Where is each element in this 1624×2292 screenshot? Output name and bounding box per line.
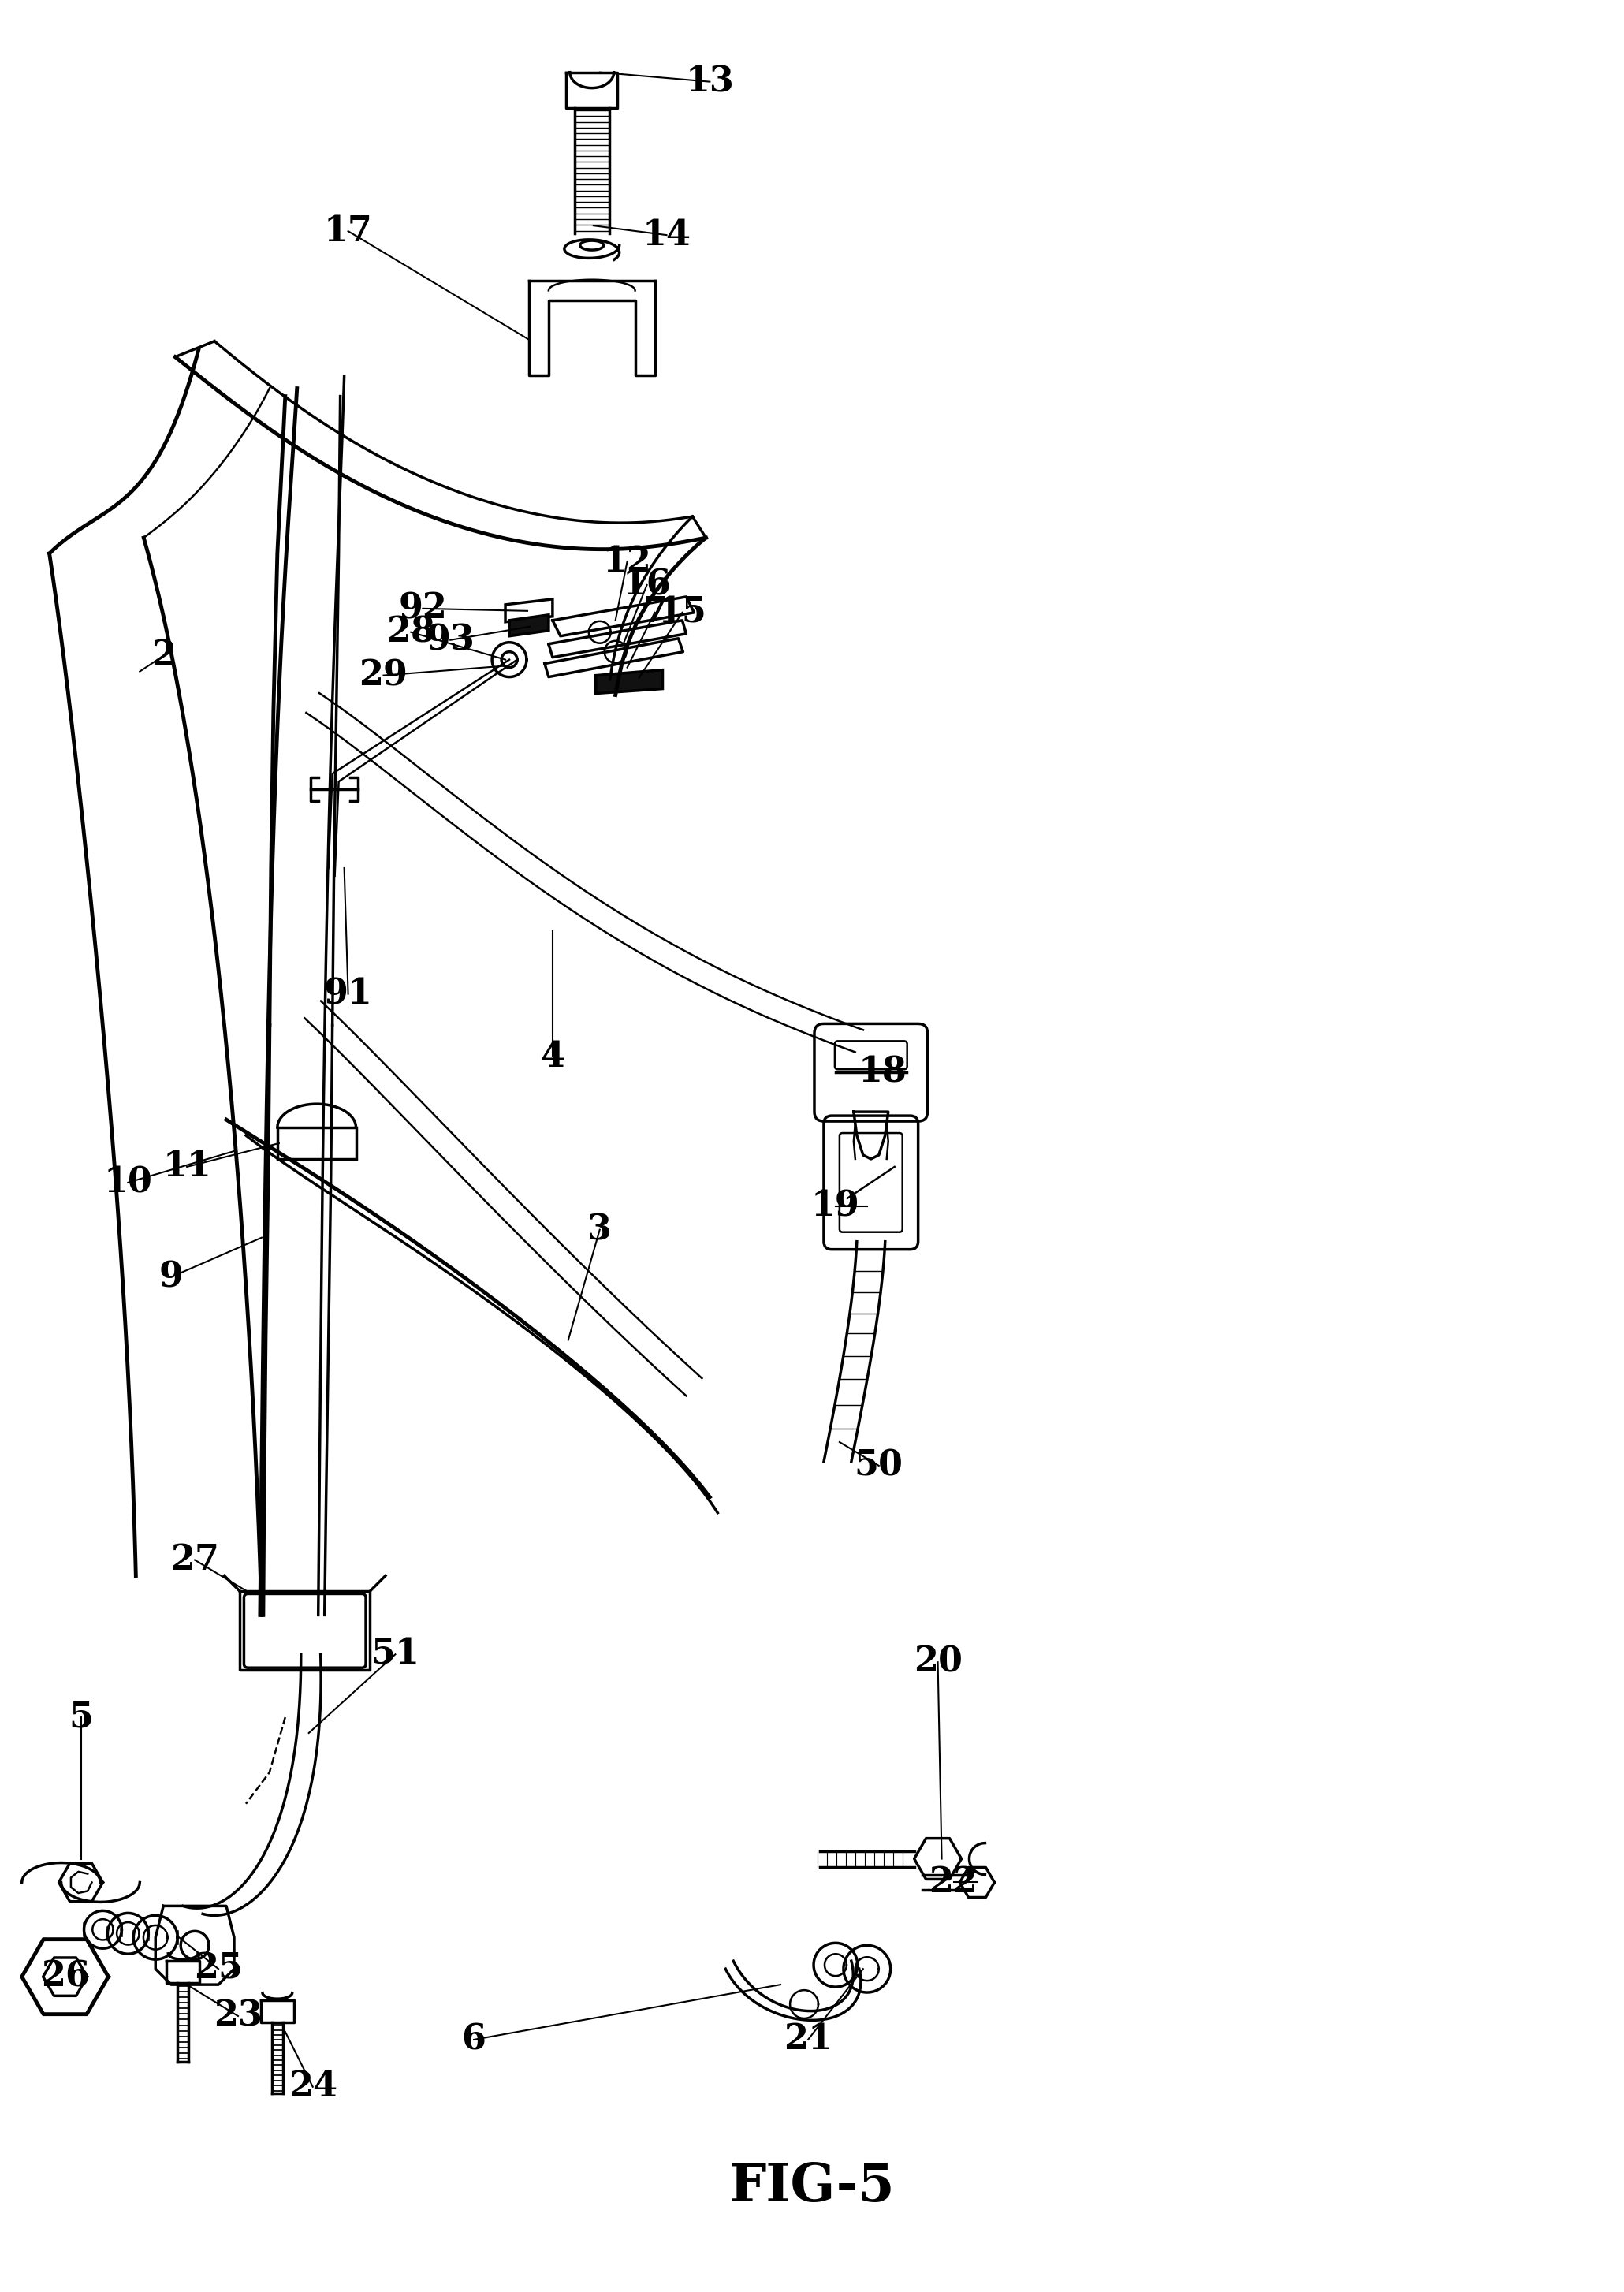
Text: 17: 17 — [323, 213, 372, 248]
Text: 18: 18 — [859, 1057, 908, 1089]
Text: 9: 9 — [159, 1261, 184, 1295]
Text: 92: 92 — [398, 591, 447, 626]
Text: 13: 13 — [685, 64, 734, 99]
Text: 91: 91 — [323, 976, 372, 1011]
Polygon shape — [510, 614, 549, 637]
Text: 50: 50 — [854, 1449, 903, 1483]
Text: 4: 4 — [541, 1041, 565, 1073]
Text: 19: 19 — [812, 1190, 861, 1224]
Text: 16: 16 — [622, 568, 671, 603]
Text: 26: 26 — [41, 1960, 89, 1994]
Text: 7: 7 — [643, 596, 667, 630]
Text: 5: 5 — [68, 1701, 93, 1735]
Text: 25: 25 — [193, 1953, 244, 1985]
Text: 22: 22 — [929, 1866, 978, 1900]
Text: 27: 27 — [171, 1543, 219, 1577]
Polygon shape — [596, 669, 663, 694]
Text: 2: 2 — [151, 639, 175, 672]
Text: 12: 12 — [603, 545, 651, 578]
Text: 24: 24 — [289, 2070, 338, 2104]
Text: FIG-5: FIG-5 — [729, 2161, 895, 2212]
Text: 10: 10 — [104, 1167, 153, 1199]
Text: 28: 28 — [387, 614, 435, 649]
Text: 23: 23 — [214, 1999, 263, 2033]
Text: 11: 11 — [162, 1151, 211, 1183]
Text: 29: 29 — [359, 658, 408, 692]
Text: 6: 6 — [461, 2024, 486, 2056]
Text: 93: 93 — [425, 623, 474, 658]
Text: 20: 20 — [913, 1646, 963, 1680]
Text: 3: 3 — [588, 1212, 612, 1247]
Text: 15: 15 — [658, 596, 706, 630]
Text: 51: 51 — [370, 1636, 419, 1671]
Text: 21: 21 — [784, 2024, 833, 2056]
Text: 14: 14 — [641, 218, 690, 252]
